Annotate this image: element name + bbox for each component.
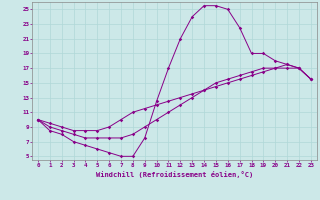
X-axis label: Windchill (Refroidissement éolien,°C): Windchill (Refroidissement éolien,°C): [96, 171, 253, 178]
